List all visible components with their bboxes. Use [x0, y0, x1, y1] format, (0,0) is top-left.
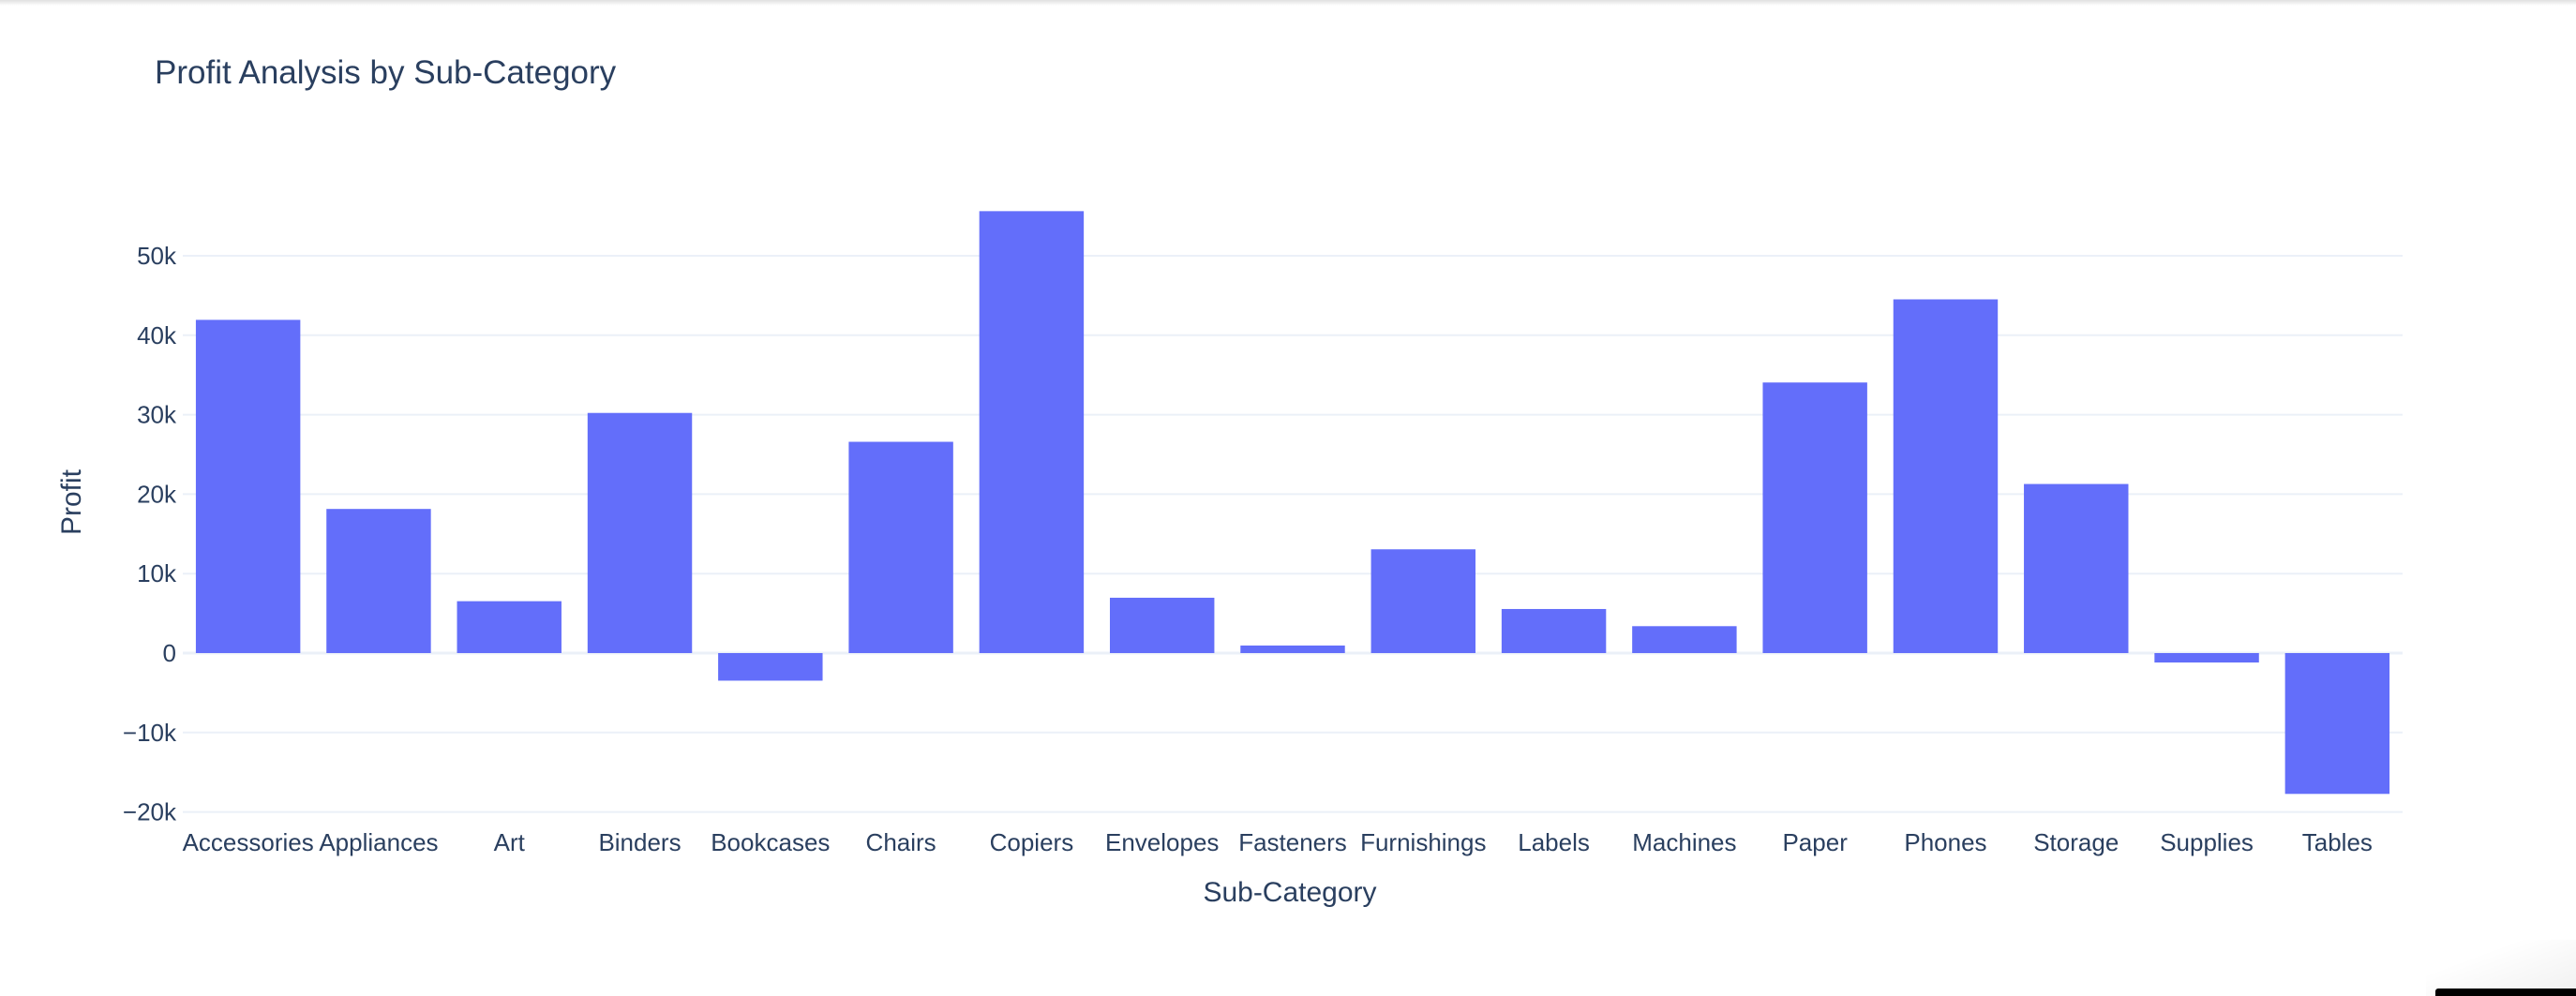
- window-top-shadow: [0, 0, 2576, 6]
- x-tick-labels: Accessories Appliances Art Binders Bookcases…: [183, 828, 2373, 856]
- y-tick-label: −10k: [123, 719, 177, 747]
- x-tick-label: Copiers: [990, 828, 1074, 856]
- bar-furnishings[interactable]: [1370, 549, 1476, 653]
- x-tick-label: Tables: [2302, 828, 2373, 856]
- bar-storage[interactable]: [2024, 483, 2129, 653]
- y-axis-title: Profit: [56, 468, 87, 535]
- bar-labels[interactable]: [1501, 608, 1607, 653]
- x-tick-label: Binders: [598, 828, 681, 856]
- chart-title: Profit Analysis by Sub-Category: [155, 54, 617, 91]
- bar-phones[interactable]: [1893, 299, 1999, 653]
- x-axis-title: Sub-Category: [1203, 877, 1376, 908]
- bar-tables[interactable]: [2284, 653, 2390, 795]
- corner-widget: [2426, 940, 2576, 996]
- bar-accessories[interactable]: [195, 320, 301, 653]
- x-tick-label: Bookcases: [711, 828, 830, 856]
- y-tick-label: 10k: [137, 559, 177, 587]
- bar-art[interactable]: [457, 601, 562, 653]
- x-tick-label: Paper: [1782, 828, 1848, 856]
- corner-bar: [2435, 989, 2576, 996]
- bars: [195, 211, 2390, 795]
- x-tick-label: Furnishings: [1360, 828, 1486, 856]
- y-tick-label: 20k: [137, 480, 177, 508]
- x-tick-label: Machines: [1632, 828, 1736, 856]
- x-tick-label: Phones: [1904, 828, 1986, 856]
- bar-copiers[interactable]: [979, 211, 1085, 653]
- x-tick-label: Fasteners: [1238, 828, 1347, 856]
- bar-fasteners[interactable]: [1240, 645, 1345, 653]
- bar-supplies[interactable]: [2154, 653, 2259, 663]
- y-tick-label: −20k: [123, 798, 177, 826]
- y-tick-label: 50k: [137, 242, 177, 270]
- bar-envelopes[interactable]: [1109, 597, 1215, 653]
- x-tick-label: Chairs: [866, 828, 936, 856]
- x-tick-label: Supplies: [2160, 828, 2254, 856]
- y-tick-label: 30k: [137, 401, 177, 429]
- bar-machines[interactable]: [1632, 626, 1737, 653]
- x-tick-label: Accessories: [183, 828, 314, 856]
- bar-binders[interactable]: [587, 412, 693, 653]
- y-tick-label: 40k: [137, 321, 177, 349]
- x-tick-label: Art: [494, 828, 526, 856]
- x-tick-label: Appliances: [319, 828, 438, 856]
- x-tick-label: Storage: [2033, 828, 2119, 856]
- y-tick-labels: −20k −10k 0 10k 20k 30k 40k 50k: [123, 242, 177, 826]
- x-tick-label: Envelopes: [1105, 828, 1219, 856]
- bar-chairs[interactable]: [848, 441, 953, 653]
- bar-appliances[interactable]: [326, 509, 431, 653]
- bar-bookcases[interactable]: [718, 653, 823, 681]
- y-tick-label: 0: [163, 639, 176, 667]
- x-tick-label: Labels: [1518, 828, 1590, 856]
- bar-paper[interactable]: [1762, 382, 1867, 653]
